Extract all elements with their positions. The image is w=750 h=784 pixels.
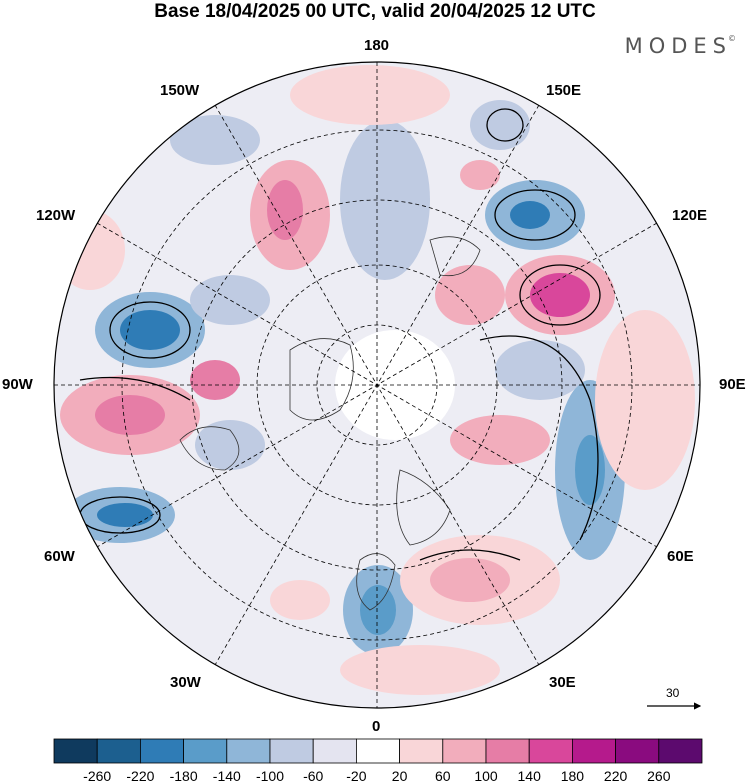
colorbar-swatch [442,738,487,764]
colorbar-tick-label: 220 [603,768,628,784]
colorbar-swatch [399,738,444,764]
colorbar-tick-label: 100 [474,768,498,784]
reference-vector-label: 30 [666,686,680,700]
colorbar-tick-label: 260 [647,768,671,784]
lon-label-120e: 120E [672,207,708,224]
lon-label-30e: 30E [549,674,576,691]
lon-label-120w: 120W [36,207,76,224]
colorbar-swatch [96,738,141,764]
colorbar-tick-label: -180 [169,768,198,784]
lon-label-150e: 150E [546,82,582,99]
colorbar-tick-label: 60 [435,768,451,784]
graticule [54,62,700,708]
colorbar-tick-label: 20 [391,768,408,784]
lon-label-90e: 90E [719,376,746,393]
modes-logo: MODES© [625,34,736,58]
lon-label-150w: 150W [160,82,200,99]
lon-label-30w: 30W [170,674,201,691]
colorbar-swatch [572,738,617,764]
brand-mark: © [728,34,736,43]
colorbar-swatch [53,738,98,764]
colorbar-tick-label: 140 [517,768,541,784]
colorbar-swatch [355,738,400,764]
map-title: Base 18/04/2025 00 UTC, valid 20/04/2025… [154,1,596,22]
colorbar-tick-label: -20 [346,768,367,784]
lon-label-0: 0 [372,718,381,735]
colorbar-swatch [658,738,703,764]
lon-label-60w: 60W [44,548,75,565]
lon-label-60e: 60E [667,548,694,565]
colorbar-tick-label: -260 [83,768,112,784]
colorbar-swatch [615,738,660,764]
colorbar-swatch [485,738,530,764]
colorbar-tick-label: -60 [303,768,324,784]
colorbar-tick-label: -220 [126,768,155,784]
lon-label-180: 180 [364,37,390,54]
colorbar-swatch [226,738,271,764]
colorbar-swatch [139,738,184,764]
colorbar [53,738,703,764]
colorbar-swatch [269,738,314,764]
map-boundary [53,61,701,709]
colorbar-swatch [528,738,573,764]
lon-label-90w: 90W [2,376,33,393]
colorbar-swatch [183,738,228,764]
colorbar-tick-label: 180 [560,768,585,784]
colorbar-tick-label: -140 [212,768,241,784]
brand-name: MODES [624,34,732,58]
colorbar-tick-label: -100 [255,768,285,784]
colorbar-swatch [312,738,357,764]
